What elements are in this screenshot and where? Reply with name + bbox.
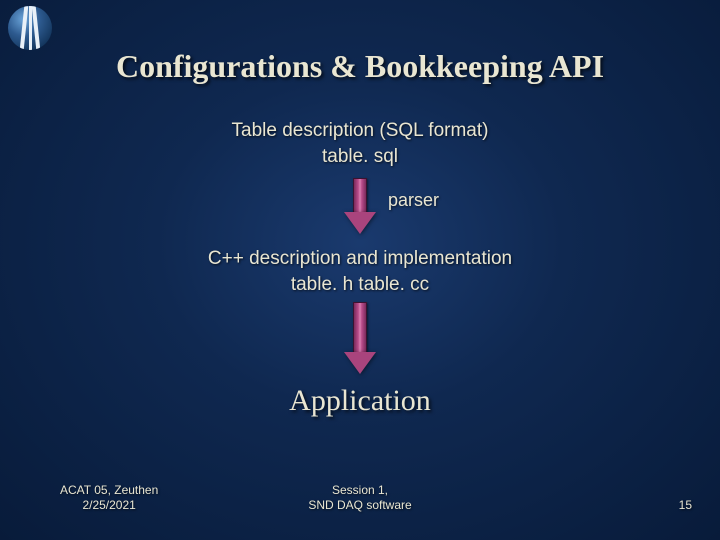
arrow-application (344, 302, 376, 374)
sql-description-block: Table description (SQL format) table. sq… (0, 118, 720, 169)
logo-icon (8, 6, 52, 50)
footer-center: Session 1, SND DAQ software (0, 483, 720, 512)
cpp-description-block: C++ description and implementation table… (0, 246, 720, 297)
arrow-parser (344, 178, 376, 234)
sql-desc-line1: Table description (SQL format) (0, 118, 720, 144)
slide-number: 15 (679, 498, 692, 512)
slide-title: Configurations & Bookkeeping API (0, 48, 720, 85)
footer-session: Session 1, (0, 483, 720, 497)
application-label: Application (0, 384, 720, 418)
parser-label: parser (388, 190, 439, 211)
cpp-desc-line1: C++ description and implementation (0, 246, 720, 272)
cpp-desc-line2: table. h table. cc (0, 272, 720, 298)
footer-subtitle: SND DAQ software (0, 498, 720, 512)
sql-desc-line2: table. sql (0, 144, 720, 170)
